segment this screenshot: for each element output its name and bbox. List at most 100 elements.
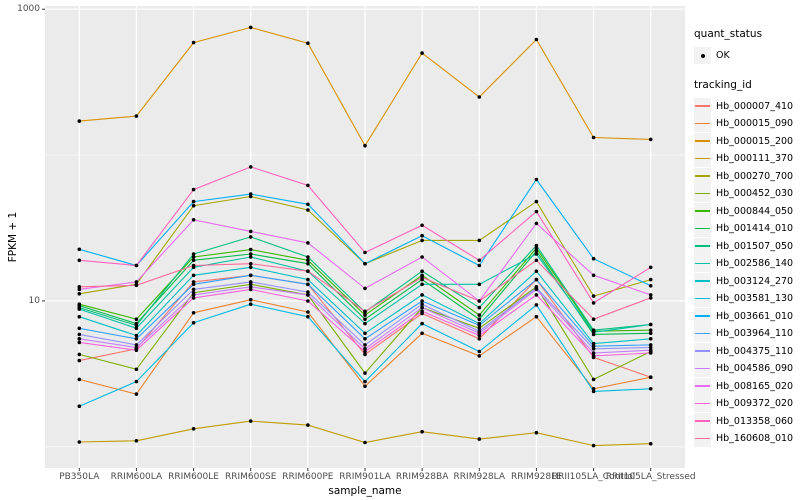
legend-label: Hb_000015_090 [716,118,794,130]
data-point [648,328,653,333]
legend-title-quant-status: quant_status [694,28,763,40]
x-tick-label: RRIM901LA [339,472,391,482]
data-point [306,269,310,274]
data-point [591,294,596,298]
data-point [591,347,596,351]
data-point [591,354,596,358]
data-point [591,317,596,322]
legend-item-tracking-id: Hb_008165_020 [694,377,798,396]
data-point [591,301,596,305]
data-point [477,238,482,243]
data-point [248,247,253,252]
data-point [306,41,310,45]
data-point [591,341,596,346]
data-point [648,277,653,282]
data-point [648,296,653,300]
data-point [477,95,482,99]
data-point [248,419,253,423]
data-point [77,340,82,345]
data-point [420,299,424,303]
data-point [363,352,367,357]
legend-label: Hb_003964_110 [716,328,794,340]
x-tick-label: RRIM600PE [282,472,334,482]
data-point [363,317,367,322]
data-point [191,296,196,300]
data-point [77,440,82,444]
series-color-key-icon [694,307,711,325]
data-point [477,258,482,263]
data-point [77,404,82,409]
legend-label: Hb_160608_010 [716,433,794,445]
y-axis-title: FPKM + 1 [7,211,19,263]
series-color-key-icon [694,167,711,185]
ok-point-icon [694,47,711,65]
legend-item-tracking-id: Hb_000452_030 [694,185,798,203]
legend-label: Hb_013358_060 [716,415,794,427]
series-color-key-icon [694,220,711,238]
data-point [77,358,82,363]
data-point [363,384,367,389]
data-point [77,314,82,319]
legend-item-tracking-id: Hb_160608_010 [694,430,798,448]
legend-label: Hb_000844_050 [716,205,794,217]
series-color-key-icon [694,97,711,115]
legend-group-quant-status: quant_status OK [694,28,798,65]
data-point [591,387,596,391]
data-point [591,256,596,261]
data-point [248,285,253,289]
data-point [534,246,539,250]
data-point [648,351,653,355]
legend-label: Hb_002586_140 [716,258,794,270]
x-tick-label: RRIM928BA [395,472,449,482]
data-point [134,348,139,353]
y-tick-label: 1000 [17,4,40,15]
x-tick-label: RRIM600SE [224,472,277,482]
data-point [534,199,539,204]
data-point [134,367,139,372]
data-point [363,143,367,148]
data-point [648,387,653,391]
data-point [306,282,310,287]
data-point [306,258,310,263]
data-point [306,423,310,427]
data-point [534,430,539,435]
data-point [534,314,539,319]
legend-label: OK [716,50,730,62]
data-point [534,293,539,297]
data-point [306,202,310,207]
data-point [648,293,653,297]
data-point [534,287,539,292]
data-point [77,352,82,357]
data-point [477,263,482,268]
data-point [248,255,253,259]
data-point [420,223,424,228]
data-point [420,275,424,280]
data-point [420,269,424,274]
data-point [306,261,310,266]
data-point [191,311,196,315]
data-point [306,277,310,282]
data-point [134,283,139,288]
data-point [363,343,367,347]
legend-item-tracking-id: Hb_001414_010 [694,220,798,238]
data-point [191,320,196,325]
data-point [191,263,196,268]
data-point [420,51,424,55]
legend-item-tracking-id: Hb_000015_200 [694,132,798,151]
series-color-key-icon [694,150,711,168]
series-color-key-icon [694,360,711,378]
data-point [420,233,424,238]
data-point [420,282,424,287]
data-point [248,25,253,30]
data-point [477,317,482,322]
legend-label: Hb_003124_270 [716,275,794,287]
data-point [534,243,539,248]
data-point [306,290,310,294]
series-color-key-icon [694,202,711,220]
legend-item-tracking-id: Hb_002586_140 [694,255,798,273]
data-point [591,389,596,394]
data-point [477,282,482,287]
legend-item-tracking-id: Hb_003124_270 [694,272,798,291]
data-point [306,310,310,314]
